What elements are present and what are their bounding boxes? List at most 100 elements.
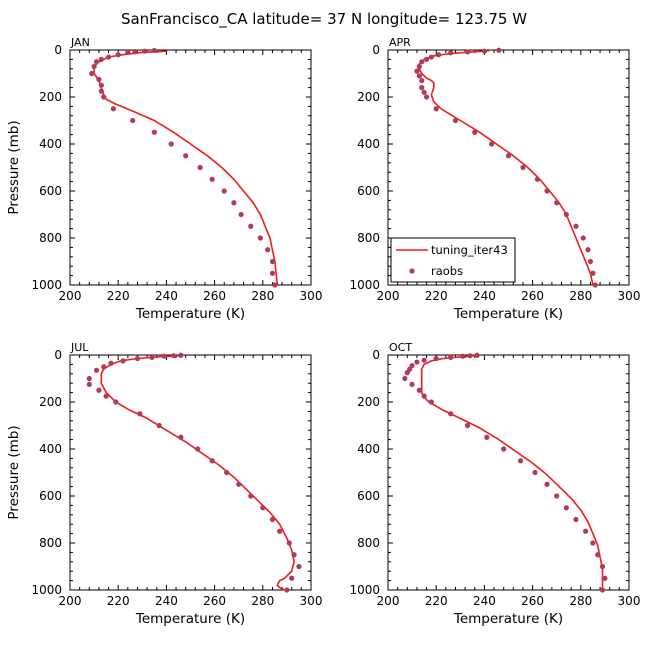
y-tick-label: 200: [357, 395, 380, 409]
raob-point: [178, 434, 184, 440]
x-tick-label: 240: [155, 594, 178, 608]
raob-point: [534, 176, 541, 182]
raob-point: [421, 89, 427, 95]
raob-point: [238, 211, 244, 218]
model-line-jan: [93, 50, 279, 286]
plot-frame: [387, 49, 630, 286]
raob-point: [125, 49, 131, 55]
raob-point: [248, 223, 254, 229]
raob-point: [296, 563, 302, 570]
raob-point: [505, 153, 512, 159]
x-tick-label: 280: [569, 594, 592, 608]
raob-point: [120, 358, 126, 364]
y-tick-label: 1000: [349, 278, 380, 292]
y-tick-label: 800: [39, 536, 62, 550]
raob-point: [221, 188, 227, 194]
x-axis-label: Temperature (K): [135, 611, 245, 627]
y-tick-label: 400: [357, 442, 380, 456]
x-tick-label: 300: [618, 594, 641, 608]
y-tick-label: 400: [357, 137, 380, 151]
raob-point: [98, 82, 104, 88]
raob-point: [105, 54, 112, 60]
raob-point: [602, 575, 608, 581]
y-tick-label: 800: [357, 231, 380, 245]
figure-title: SanFrancisco_CA latitude= 37 N longitude…: [121, 10, 527, 29]
raob-point: [151, 129, 157, 135]
raob-point: [96, 387, 102, 393]
raob-point: [98, 88, 104, 94]
panel-oct: 200 220 240 260 280 300 0 200 400 600 800 1000 Tempe…: [349, 341, 640, 627]
y-tick-label: 0: [372, 43, 380, 57]
raob-point: [416, 387, 422, 393]
raob-point: [464, 49, 471, 55]
panel-label-oct: OCT: [389, 341, 412, 354]
raob-point: [156, 422, 162, 429]
x-tick-label: 280: [251, 594, 274, 608]
x-tick-label: 260: [521, 289, 544, 303]
raob-point: [291, 552, 297, 558]
raob-point: [496, 47, 502, 53]
raob-point: [554, 493, 560, 499]
raob-point: [587, 258, 594, 265]
x-tick-label: 300: [618, 289, 641, 303]
raob-point: [544, 481, 550, 487]
raob-point: [599, 587, 606, 593]
y-tick-label: 400: [39, 137, 62, 151]
y-tick-label: 600: [357, 489, 380, 503]
raob-point: [573, 223, 579, 229]
raob-point: [599, 563, 606, 570]
raob-point: [472, 129, 478, 135]
raob-point: [86, 375, 92, 382]
y-axis-label: Pressure (mb): [6, 425, 22, 519]
legend-marker-swatch: [409, 268, 415, 274]
x-tick-label: 300: [300, 594, 323, 608]
raob-point: [448, 354, 454, 360]
raob-point: [423, 56, 430, 63]
raob-point: [151, 47, 157, 54]
raob-point: [474, 352, 480, 358]
raob-point: [467, 353, 473, 359]
raob-point: [563, 505, 569, 511]
raob-point: [115, 52, 121, 58]
raob-point: [489, 141, 495, 147]
x-tick-label: 280: [569, 289, 592, 303]
y-tick-label: 600: [39, 489, 62, 503]
plot-frame: [69, 354, 312, 591]
raob-point: [224, 469, 230, 476]
raob-point: [590, 540, 596, 546]
raob-point: [416, 63, 422, 70]
y-tick-label: 800: [39, 231, 62, 245]
y-tick-label: 600: [357, 184, 380, 198]
legend-label-model: tuning_iter43: [431, 243, 508, 257]
raob-point: [178, 352, 184, 358]
raob-point: [428, 399, 434, 405]
raob-point: [402, 375, 408, 382]
x-tick-label: 280: [251, 289, 274, 303]
y-tick-label: 1000: [31, 278, 62, 292]
raob-point: [171, 353, 177, 359]
x-tick-label: 260: [521, 594, 544, 608]
x-tick-label: 220: [107, 594, 130, 608]
raob-point: [248, 493, 254, 499]
raob-point: [554, 200, 560, 206]
raob-point: [501, 446, 507, 452]
raob-point: [236, 481, 242, 487]
x-tick-label: 260: [203, 594, 226, 608]
raob-point: [517, 458, 524, 464]
x-tick-label: 200: [377, 594, 400, 608]
raob-point: [101, 364, 107, 370]
x-tick-label: 220: [425, 289, 448, 303]
raob-point: [409, 381, 415, 387]
panel-apr: 200 220 240 260 280 300 0 200 400 600 800 1000 Tempe…: [349, 36, 640, 322]
raob-point: [585, 247, 591, 253]
plot-frame: [69, 49, 312, 286]
raob-point: [161, 353, 167, 359]
raob-point: [580, 235, 586, 241]
raob-point: [404, 370, 410, 376]
y-tick-label: 200: [39, 90, 62, 104]
plot-frame: [387, 354, 630, 591]
raob-point: [433, 355, 439, 362]
raob-point: [132, 49, 138, 55]
raob-point: [98, 56, 104, 63]
raob-point: [284, 587, 290, 593]
